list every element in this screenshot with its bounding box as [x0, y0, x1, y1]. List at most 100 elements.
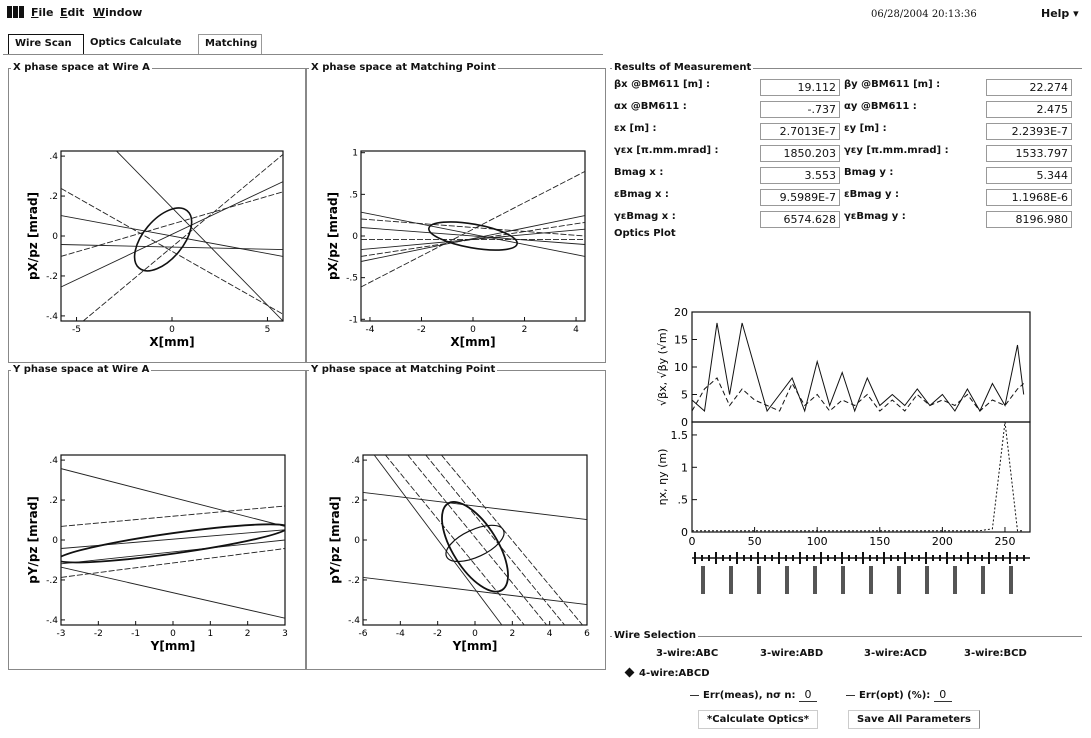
phase-ellipse	[445, 524, 505, 563]
lattice-element	[694, 552, 696, 564]
wire-selection-title: Wire Selection	[612, 630, 698, 641]
y-match-plot: -6 -4 -2 0 2 4 6 .4 .2 0 -.2 -.4 Y[mm] pY/pz [mrad]	[328, 454, 590, 653]
lattice-element-label-glyph	[729, 566, 733, 594]
y-wire-panel: Y phase space at Wire A -3 -2 -1 0 1 2 3.4.2 0-…	[8, 364, 306, 670]
lattice-element	[967, 552, 969, 564]
radio-abcd-indicator	[624, 667, 635, 678]
plot-curves	[363, 455, 587, 625]
lattice-element	[848, 555, 850, 561]
chevron-down-icon: ▾	[1073, 7, 1079, 20]
radio-abcd[interactable]: 4-wire:ABCD	[624, 667, 710, 679]
x-wire-title: X phase space at Wire A	[11, 62, 152, 73]
help-menu[interactable]: Help ▾	[1041, 7, 1079, 20]
radio-abc[interactable]: 3-wire:ABC	[642, 648, 718, 659]
x-tick-label: 0	[170, 629, 176, 639]
y-tick-label: .5	[349, 190, 358, 200]
radio-acd[interactable]: 3-wire:ACD	[850, 648, 927, 659]
lattice-element	[876, 555, 878, 561]
radio-abd-indicator	[746, 648, 754, 656]
wire-constraint-line	[361, 227, 585, 245]
edit-menu[interactable]: Edit	[60, 6, 85, 19]
lattice-element	[911, 555, 913, 561]
x-tick-label: -3	[57, 629, 66, 639]
wire-constraint-line	[61, 188, 283, 315]
lattice-element	[1002, 555, 1004, 561]
wire-constraint-line	[361, 221, 585, 257]
result-value-right: 1533.797	[986, 145, 1072, 162]
wire-constraint-line	[363, 576, 587, 606]
result-value-left: -.737	[760, 101, 840, 118]
result-value-right: 5.344	[986, 167, 1072, 184]
tab-optics-calculate[interactable]: Optics Calculate	[84, 34, 198, 54]
phase-ellipse	[441, 501, 509, 593]
result-label-left: γεx [π.mm.mrad] :	[614, 145, 719, 156]
lattice-element	[904, 552, 906, 564]
lattice-element-label-glyph	[869, 566, 873, 594]
radio-bcd[interactable]: 3-wire:BCD	[950, 648, 1027, 659]
lattice-element	[701, 555, 703, 561]
lattice-element-label-glyph	[785, 566, 789, 594]
lattice-element-label-glyph	[1009, 566, 1013, 594]
lattice-element	[806, 555, 808, 561]
y-tick-label: 0	[52, 232, 58, 242]
radio-acd-label: 3-wire:ACD	[864, 648, 927, 659]
window-menu[interactable]: Window	[93, 6, 143, 19]
wire-constraint-line	[116, 151, 283, 321]
lattice-element	[750, 555, 752, 561]
result-label-right: Bmag y :	[844, 167, 894, 178]
beta-axis-label: √βx, √βy (√m)	[656, 328, 669, 406]
lattice-element	[953, 555, 955, 561]
eta-y-tick-label: .5	[678, 494, 689, 507]
lattice-element-label-glyph	[953, 566, 957, 594]
wire-constraint-line	[361, 218, 585, 237]
eta-frame	[691, 421, 1031, 533]
err-opt-box	[846, 694, 855, 696]
optics-plot-title: Optics Plot	[614, 228, 676, 239]
lattice-element	[1009, 552, 1011, 564]
tab-matching[interactable]: Matching	[198, 34, 262, 54]
y-tick-label: .4	[351, 456, 360, 466]
err-meas-input[interactable]: 0	[799, 688, 818, 702]
result-value-right: 8196.980	[986, 211, 1072, 228]
y-tick-label: -.5	[346, 274, 358, 284]
lattice-element	[743, 555, 745, 561]
eta-series-line	[692, 421, 1024, 532]
err-opt-input[interactable]: 0	[933, 688, 952, 702]
lattice-element	[890, 555, 892, 561]
beta-y-tick-label: 0	[681, 416, 688, 429]
x-axis-label: X[mm]	[149, 335, 194, 349]
y-tick-label: .4	[49, 456, 58, 466]
optics-x-tick-label: 100	[807, 535, 828, 548]
radio-acd-indicator	[850, 648, 858, 656]
tab-wire-scan[interactable]: Wire Scan	[8, 34, 84, 54]
calculate-optics-button[interactable]: *Calculate Optics*	[698, 710, 818, 729]
err-meas-checkbox[interactable]: Err(meas), nσ n: 0	[690, 688, 818, 702]
file-menu[interactable]: File	[31, 6, 54, 19]
tab-bar: Wire Scan Optics Calculate Matching	[8, 34, 263, 54]
optics-x-tick-label: 200	[932, 535, 953, 548]
err-meas-box	[690, 694, 699, 696]
lattice-element-label-glyph	[925, 566, 929, 594]
result-value-left: 2.7013E-7	[760, 123, 840, 140]
x-match-plot: -4 -2 0 2 4 1 .5 0 -.5 -1 X[mm] pX/pz [mrad]	[326, 149, 586, 349]
menu-bar: File Edit Window 06/28/2004 20:13:36 Hel…	[0, 0, 1091, 24]
x-tick-label: 6	[584, 629, 590, 639]
lattice-element	[995, 555, 997, 561]
radio-abd[interactable]: 3-wire:ABD	[746, 648, 823, 659]
optics-x-tick-label: 250	[994, 535, 1015, 548]
wire-constraint-line	[373, 455, 503, 625]
err-opt-checkbox[interactable]: Err(opt) (%): 0	[846, 688, 952, 702]
help-label: Help	[1041, 7, 1070, 20]
plot-curves	[61, 468, 285, 619]
x-tick-label: 2	[522, 325, 528, 335]
result-label-right: γεy [π.mm.mrad] :	[844, 145, 949, 156]
result-label-right: αy @BM611 :	[844, 101, 917, 112]
lattice-element-label-glyph	[981, 566, 985, 594]
y-tick-label: .2	[49, 192, 58, 202]
lattice-element-label-glyph	[897, 566, 901, 594]
save-parameters-button[interactable]: Save All Parameters	[848, 710, 980, 729]
lattice-element	[778, 552, 780, 564]
wire-constraint-line	[425, 455, 565, 625]
y-tick-label: 0	[52, 536, 58, 546]
wire-constraint-line	[361, 215, 585, 262]
